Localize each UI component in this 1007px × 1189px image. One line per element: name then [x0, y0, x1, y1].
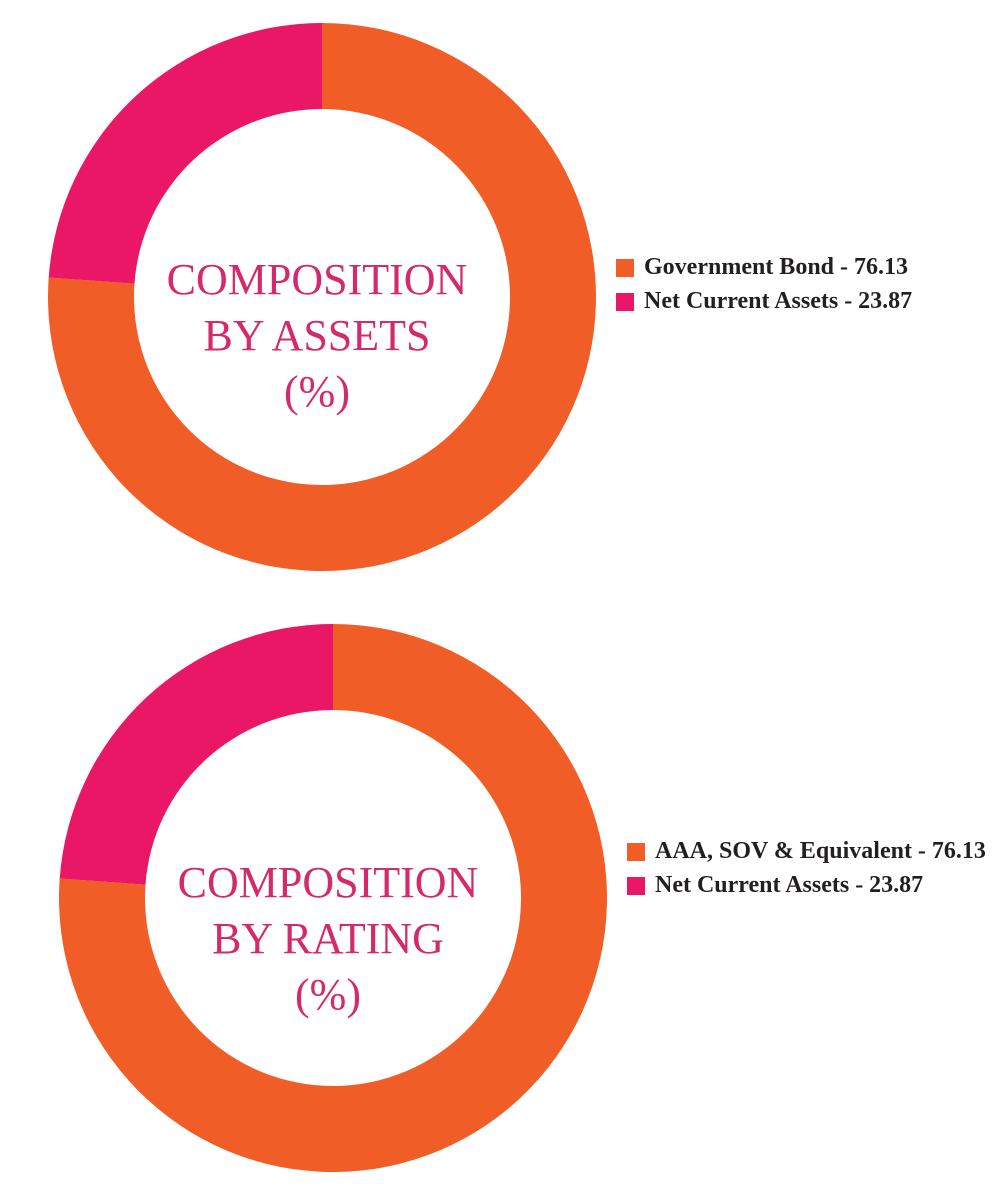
composition-by-assets-chart: COMPOSITION BY ASSETS (%) Government Bon… [48, 23, 986, 571]
legend-swatch-pink [616, 293, 634, 311]
legend-label: AAA, SOV & Equivalent - 76.13 [655, 838, 986, 864]
legend-swatch-orange [616, 259, 634, 277]
chart-legend: Government Bond - 76.13 Net Current Asse… [616, 252, 986, 320]
composition-by-rating-chart: COMPOSITION BY RATING (%) AAA, SOV & Equ… [0, 600, 1007, 1189]
legend-swatch-pink [627, 877, 645, 895]
chart-center-title: COMPOSITION BY RATING (%) [177, 858, 479, 1019]
legend-item: AAA, SOV & Equivalent - 76.13 [627, 836, 987, 866]
chart-center-title: COMPOSITION BY ASSETS (%) [166, 255, 468, 416]
donut-slice-1 [59, 624, 608, 1172]
donut-chart [48, 23, 597, 571]
legend-label: Net Current Assets - 23.87 [655, 872, 924, 898]
legend-item: Net Current Assets - 23.87 [616, 286, 986, 316]
legend-item: Net Current Assets - 23.87 [627, 870, 987, 900]
legend-item: Government Bond - 76.13 [616, 252, 986, 282]
legend-swatch-orange [627, 843, 645, 861]
donut-slice-2 [59, 624, 333, 885]
chart-legend: AAA, SOV & Equivalent - 76.13 Net Curren… [627, 836, 987, 904]
donut-slice-2 [48, 23, 322, 284]
legend-label: Government Bond - 76.13 [644, 254, 908, 280]
donut-slice-1 [48, 23, 597, 571]
donut-chart [59, 624, 608, 1172]
legend-label: Net Current Assets - 23.87 [644, 288, 913, 314]
